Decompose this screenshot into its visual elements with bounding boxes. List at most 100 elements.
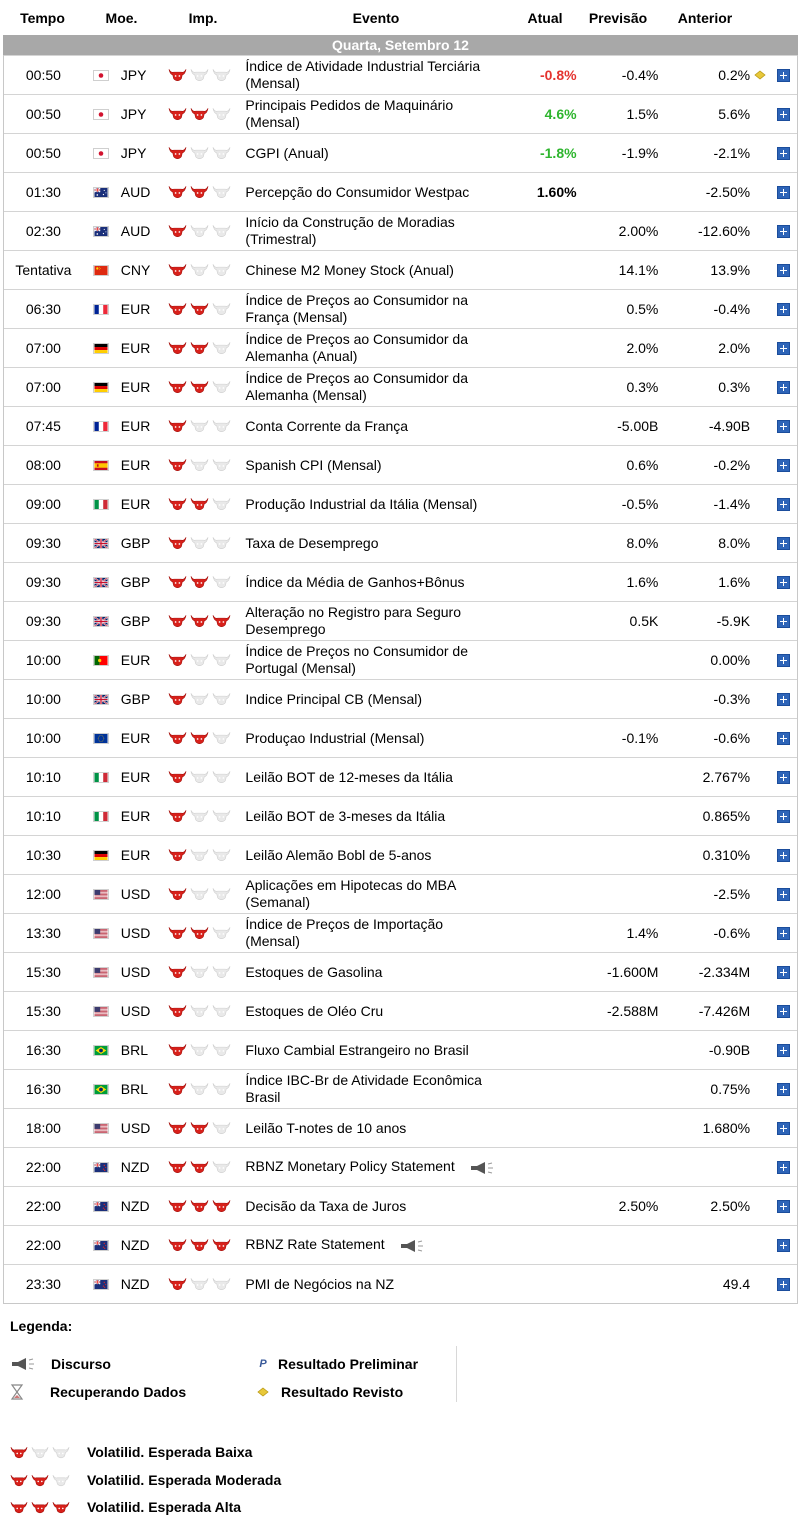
currency-code: JPY — [120, 67, 147, 83]
add-to-calendar-button[interactable] — [776, 536, 790, 550]
event-currency: BRL — [83, 1081, 162, 1097]
add-to-calendar-button[interactable] — [776, 1043, 790, 1057]
add-to-calendar-button[interactable] — [776, 263, 790, 277]
header-forecast: Previsão — [588, 9, 648, 26]
add-to-calendar-button[interactable] — [776, 575, 790, 589]
event-name-line: Principais Pedidos de Maquinário — [245, 97, 454, 113]
currency-code: EUR — [120, 808, 151, 824]
add-to-calendar-button[interactable] — [776, 1121, 790, 1135]
event-time: 15:30 — [25, 1003, 61, 1019]
event-name[interactable]: Percepção do Consumidor Westpac — [239, 184, 512, 201]
event-time: 09:30 — [25, 574, 61, 590]
event-time: 15:30 — [25, 964, 61, 980]
flag-pt-icon — [92, 654, 109, 666]
flag-gb-icon — [92, 537, 109, 549]
add-to-calendar-button[interactable] — [776, 458, 790, 472]
add-to-calendar-button[interactable] — [776, 68, 790, 82]
event-name[interactable]: Indice Principal CB (Mensal) — [239, 691, 512, 708]
event-name[interactable]: Leilão BOT de 12-meses da Itália — [239, 769, 512, 786]
event-time: 09:00 — [25, 496, 61, 512]
event-name[interactable]: Leilão T-notes de 10 anos — [239, 1120, 512, 1137]
event-time: 07:45 — [25, 418, 61, 434]
add-to-calendar-button[interactable] — [776, 926, 790, 940]
bull-inactive-icon — [190, 1278, 208, 1290]
add-to-calendar-button[interactable] — [776, 770, 790, 784]
add-to-calendar-button[interactable] — [776, 965, 790, 979]
event-forecast: -5.00B — [617, 418, 659, 434]
event-name[interactable]: Início da Construção de Moradias (Trimest… — [239, 214, 512, 248]
event-currency: USD — [83, 1003, 162, 1019]
event-name[interactable]: Principais Pedidos de Maquinário (Mensal) — [239, 97, 512, 131]
bull-inactive-icon — [212, 225, 230, 237]
event-forecast: -2.588M — [607, 1003, 659, 1019]
event-previous: 1.680% — [702, 1120, 751, 1136]
bull-inactive-icon — [212, 381, 230, 393]
event-name-line: (Mensal) — [245, 114, 300, 130]
add-to-calendar-button[interactable] — [776, 1277, 790, 1291]
event-name[interactable]: Índice de Preços ao Consumidor na França … — [239, 292, 512, 326]
add-to-calendar-button[interactable] — [776, 809, 790, 823]
add-to-calendar-button[interactable] — [776, 887, 790, 901]
event-name[interactable]: Conta Corrente da França — [239, 418, 512, 435]
add-to-calendar-button[interactable] — [776, 146, 790, 160]
add-to-calendar-button[interactable] — [776, 1199, 790, 1213]
bull-inactive-icon — [190, 654, 208, 666]
importance-bulls — [162, 652, 240, 668]
bull-active-icon — [212, 1239, 230, 1251]
event-row: 22:00 NZD RBNZ Monetary Policy Statement — [4, 1147, 797, 1186]
event-name[interactable]: Índice de Atividade Industrial Terciária… — [239, 58, 512, 92]
add-to-calendar-button[interactable] — [776, 692, 790, 706]
event-name[interactable]: Decisão da Taxa de Juros — [239, 1198, 512, 1215]
event-name[interactable]: Produçao Industrial (Mensal) — [239, 730, 512, 747]
event-forecast: 0.6% — [626, 457, 659, 473]
add-to-calendar-button[interactable] — [776, 419, 790, 433]
event-name[interactable]: PMI de Negócios na NZ — [239, 1276, 512, 1293]
event-previous: -12.60% — [697, 223, 751, 239]
event-name[interactable]: Estoques de Gasolina — [239, 964, 512, 981]
event-name[interactable]: Chinese M2 Money Stock (Anual) — [239, 262, 512, 279]
importance-bulls — [162, 535, 240, 551]
currency-code: JPY — [120, 145, 147, 161]
event-name[interactable]: Spanish CPI (Mensal) — [239, 457, 512, 474]
add-to-calendar-button[interactable] — [776, 497, 790, 511]
add-to-calendar-button[interactable] — [776, 1160, 790, 1174]
add-to-calendar-button[interactable] — [776, 107, 790, 121]
add-to-calendar-button[interactable] — [776, 341, 790, 355]
event-name[interactable]: Taxa de Desemprego — [239, 535, 512, 552]
currency-code: CNY — [120, 262, 151, 278]
bull-active-icon — [52, 1501, 70, 1513]
add-to-calendar-button[interactable] — [776, 185, 790, 199]
event-name[interactable]: Estoques de Oléo Cru — [239, 1003, 512, 1020]
add-to-calendar-button[interactable] — [776, 1082, 790, 1096]
add-to-calendar-button[interactable] — [776, 731, 790, 745]
add-to-calendar-button[interactable] — [776, 302, 790, 316]
event-name[interactable]: Leilão Alemão Bobl de 5-anos — [239, 847, 512, 864]
event-name[interactable]: Índice de Preços de Importação (Mensal) — [239, 916, 512, 950]
add-to-calendar-button[interactable] — [776, 224, 790, 238]
event-name[interactable]: Índice IBC-Br de Atividade Econômica Bras… — [239, 1072, 512, 1106]
event-name[interactable]: Leilão BOT de 3-meses da Itália — [239, 808, 512, 825]
add-to-calendar-button[interactable] — [776, 1004, 790, 1018]
event-name[interactable]: Fluxo Cambial Estrangeiro no Brasil — [239, 1042, 512, 1059]
add-to-calendar-button[interactable] — [776, 380, 790, 394]
event-name[interactable]: RBNZ Rate Statement — [239, 1236, 512, 1253]
event-name[interactable]: Aplicações em Hipotecas do MBA (Semanal) — [239, 877, 512, 911]
event-name[interactable]: Índice de Preços no Consumidor de Portuga… — [239, 643, 512, 677]
header-importance: Imp. — [188, 9, 218, 26]
event-name[interactable]: Índice da Média de Ganhos+Bônus — [239, 574, 512, 591]
event-name[interactable]: Produção Industrial da Itália (Mensal) — [239, 496, 512, 513]
event-name[interactable]: CGPI (Anual) — [239, 145, 512, 162]
event-previous: -0.3% — [713, 691, 751, 707]
event-name[interactable]: Índice de Preços ao Consumidor da Alemanh… — [239, 370, 512, 404]
bull-active-icon — [168, 108, 186, 120]
event-name[interactable]: RBNZ Monetary Policy Statement — [239, 1158, 512, 1175]
add-to-calendar-button[interactable] — [776, 848, 790, 862]
event-name[interactable]: Índice de Preços ao Consumidor da Alemanh… — [239, 331, 512, 365]
add-to-calendar-button[interactable] — [776, 1238, 790, 1252]
speech-icon — [400, 1239, 423, 1252]
add-to-calendar-button[interactable] — [776, 614, 790, 628]
event-name[interactable]: Alteração no Registro para Seguro Desempr… — [239, 604, 512, 638]
event-currency: EUR — [83, 301, 162, 317]
add-to-calendar-button[interactable] — [776, 653, 790, 667]
legend-vol-high-label: Volatilid. Esperada Alta — [87, 1499, 242, 1515]
